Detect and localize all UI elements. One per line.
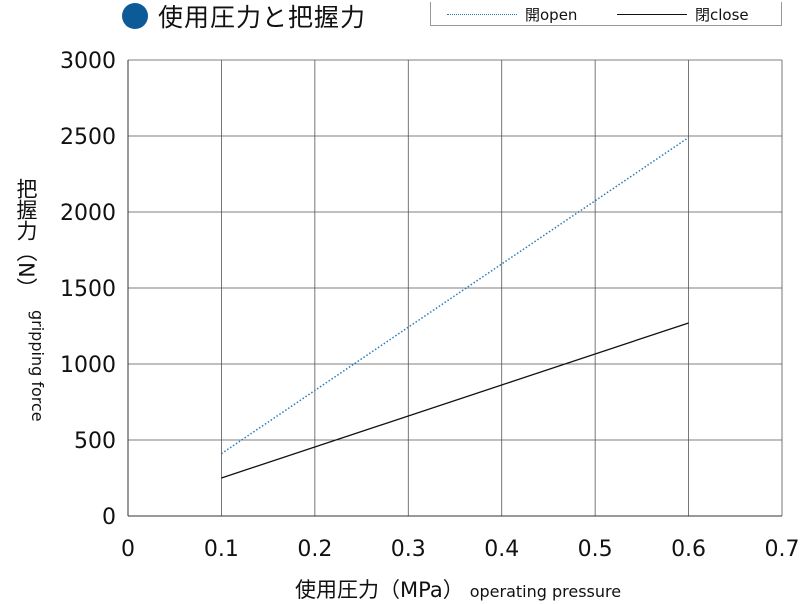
y-tick-label: 500 [74, 429, 116, 454]
y-axis-label: 把握力（N） [12, 178, 38, 299]
x-tick-label: 0.7 [765, 537, 800, 562]
y-tick-label: 1000 [60, 353, 116, 378]
y-tick-label: 2000 [60, 201, 116, 226]
title-text: 使用圧力と把握力 [158, 3, 367, 32]
y-axis-label-en: gripping force [28, 310, 47, 422]
x-tick-label: 0.5 [578, 537, 613, 562]
series-line-open [221, 136, 689, 455]
y-tick-label: 3000 [60, 49, 116, 74]
legend-item-open: 開open [447, 4, 577, 24]
legend-close-line-icon [617, 13, 687, 15]
y-tick-label: 2500 [60, 125, 116, 150]
x-tick-label: 0.6 [671, 537, 706, 562]
legend-close-label: 閉close [695, 5, 749, 24]
y-tick-label: 1500 [60, 277, 116, 302]
bullet-dot-icon [122, 3, 148, 29]
x-tick-label: 0.3 [391, 537, 426, 562]
x-tick-label: 0.4 [484, 537, 519, 562]
x-tick-label: 0.2 [297, 537, 332, 562]
legend: 開open 閉close [430, 2, 782, 26]
x-tick-label: 0.1 [204, 537, 239, 562]
chart-title: 使用圧力と把握力 [122, 0, 366, 32]
legend-item-close: 閉close [617, 4, 749, 24]
legend-open-label: 開open [525, 5, 578, 24]
y-axis-label-jp: 把握力（N） [14, 178, 38, 299]
x-axis-label-en: operating pressure [469, 582, 622, 601]
x-axis-label-jp: 使用圧力（MPa） [295, 578, 464, 602]
y-tick-label: 0 [102, 505, 116, 530]
x-axis-label: 使用圧力（MPa） operating pressure [295, 574, 621, 604]
legend-open-line-icon [447, 13, 517, 15]
x-tick-label: 0 [121, 537, 135, 562]
series-line-close [221, 322, 689, 479]
